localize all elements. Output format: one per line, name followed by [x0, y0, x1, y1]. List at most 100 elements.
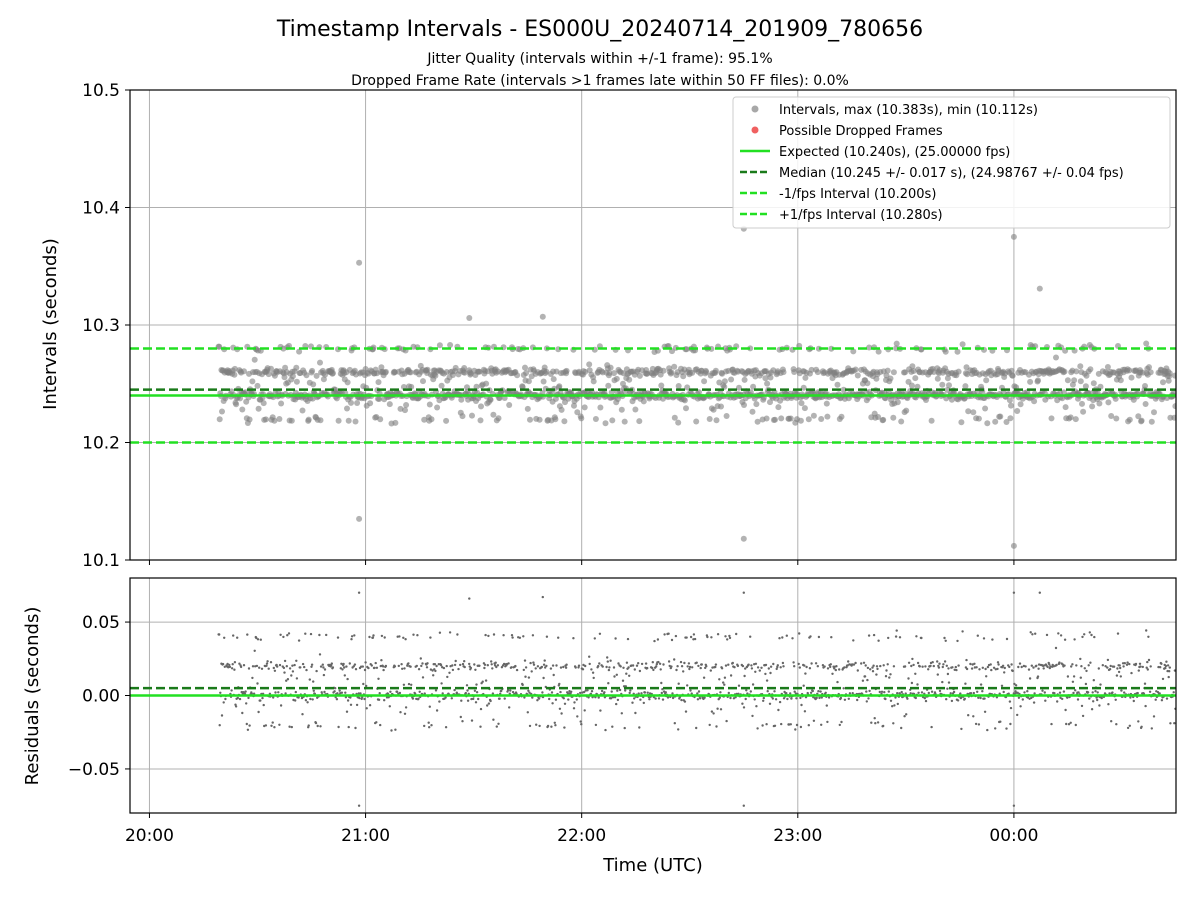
residual-point: [1094, 690, 1097, 693]
residual-point: [805, 665, 808, 669]
residual-point: [251, 665, 255, 668]
residual-point: [819, 690, 822, 693]
residual-point: [573, 701, 576, 704]
interval-point: [558, 406, 565, 413]
residual-point: [336, 636, 340, 639]
interval-outlier-point: [1036, 285, 1043, 292]
interval-point: [550, 376, 557, 383]
residual-point: [811, 689, 814, 693]
residual-point: [1111, 691, 1114, 694]
residual-point: [642, 701, 645, 705]
residual-point: [398, 691, 402, 695]
residual-point: [673, 722, 676, 725]
residual-point: [616, 698, 620, 702]
interval-point: [1062, 404, 1069, 411]
residual-point: [886, 663, 889, 666]
residual-point: [336, 692, 339, 695]
residual-point: [242, 664, 246, 667]
residual-point: [954, 665, 957, 669]
bottom-y-tick-label: −0.05: [68, 760, 120, 780]
residual-point: [789, 723, 792, 726]
top-interval-points: [215, 225, 1176, 549]
residual-point: [448, 631, 452, 634]
residual-point: [654, 697, 657, 700]
residual-point: [1145, 666, 1148, 669]
residual-point: [1121, 662, 1125, 665]
residual-point: [607, 682, 610, 685]
interval-point: [352, 418, 359, 425]
residual-point: [234, 705, 238, 708]
interval-point: [1007, 415, 1014, 422]
interval-point: [914, 383, 921, 390]
residual-point: [884, 697, 887, 701]
residual-point: [442, 666, 446, 670]
residual-point: [754, 670, 757, 673]
residual-point: [495, 665, 498, 669]
residual-point: [1011, 669, 1014, 673]
residual-point: [1146, 668, 1150, 671]
residual-point: [896, 702, 899, 706]
residual-point: [714, 663, 718, 666]
residual-point: [820, 723, 823, 726]
residual-point: [791, 637, 794, 640]
interval-point: [506, 402, 513, 408]
residual-point: [1009, 706, 1013, 710]
residual-point: [1034, 632, 1037, 635]
interval-point: [814, 369, 821, 376]
residual-point: [542, 676, 545, 680]
residual-point: [491, 692, 495, 695]
residual-point: [371, 636, 375, 639]
residual-point: [680, 665, 684, 668]
interval-point: [1160, 379, 1166, 386]
residual-point: [486, 664, 489, 667]
interval-point: [818, 416, 825, 422]
interval-point: [478, 403, 484, 410]
interval-point: [345, 417, 352, 424]
residual-point: [321, 663, 324, 666]
residual-point: [572, 637, 575, 640]
residual-point: [817, 690, 820, 693]
residual-point: [758, 669, 761, 672]
residual-point: [1110, 720, 1113, 723]
interval-point: [875, 348, 882, 355]
residual-point: [1100, 696, 1103, 700]
interval-point: [800, 384, 807, 391]
interval-point: [473, 383, 480, 390]
residual-point: [415, 664, 418, 668]
residual-point: [444, 696, 447, 699]
residual-point: [1069, 721, 1072, 724]
residual-point: [303, 665, 306, 669]
residual-point: [1123, 662, 1127, 665]
residual-point: [1081, 714, 1085, 718]
interval-point: [254, 382, 261, 389]
residual-point: [407, 682, 411, 686]
residual-point: [1029, 631, 1032, 634]
residual-point: [563, 726, 566, 729]
interval-point: [712, 367, 719, 374]
residual-point: [885, 669, 888, 672]
residual-point: [487, 702, 491, 705]
residual-point: [892, 722, 895, 725]
interval-point: [1027, 378, 1034, 385]
residual-point: [384, 664, 388, 668]
residual-point: [487, 634, 490, 638]
residual-point: [583, 709, 586, 712]
residual-point: [1043, 691, 1047, 694]
residual-point: [455, 691, 458, 694]
residual-point: [1150, 727, 1154, 730]
residual-point: [896, 692, 899, 695]
bottom-axes: 20:0021:0022:0023:0000:0001:0002:0003:00…: [68, 577, 1177, 846]
interval-point: [293, 364, 300, 371]
interval-point: [997, 413, 1004, 420]
residual-point: [949, 692, 952, 695]
residual-point: [959, 692, 962, 695]
residual-outlier-point: [1012, 591, 1016, 594]
residual-point: [1147, 658, 1151, 662]
residual-point: [695, 726, 698, 730]
residual-point: [402, 683, 406, 686]
residual-point: [304, 632, 307, 635]
interval-point: [942, 348, 949, 355]
interval-point: [461, 365, 468, 371]
residual-point: [542, 663, 546, 666]
residual-point: [1080, 704, 1084, 708]
